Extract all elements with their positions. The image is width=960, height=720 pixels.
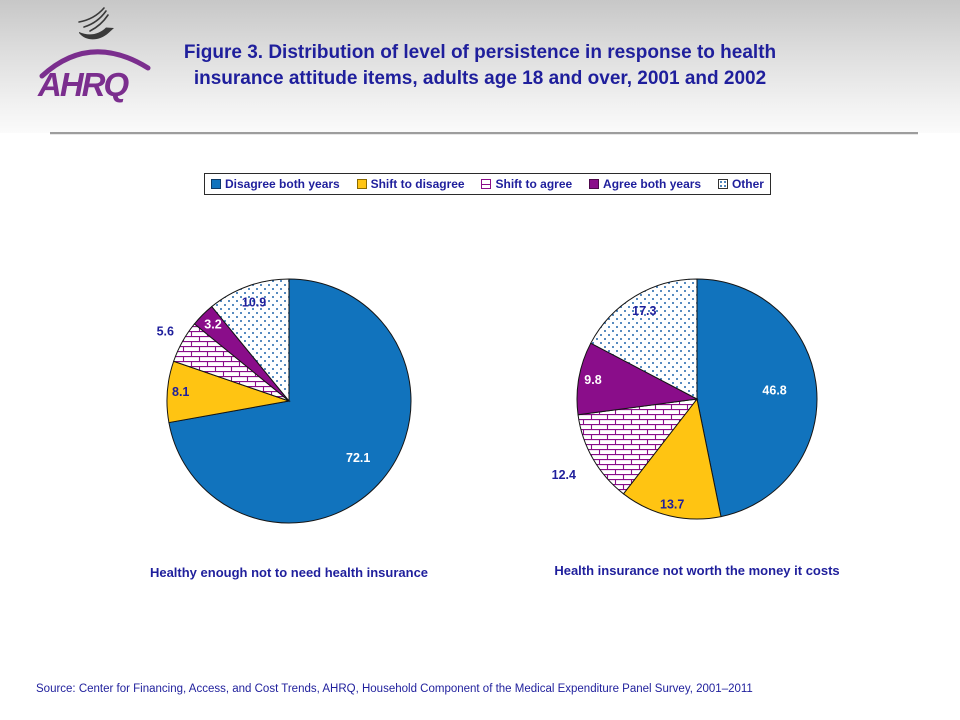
legend-swatch-purple <box>589 179 600 189</box>
pie-chart-healthy-enough: 72.1 8.1 5.6 3.2 10.9 <box>157 278 412 524</box>
source-note: Source: Center for Financing, Access, an… <box>36 683 753 695</box>
slice-value-label: 72.1 <box>346 451 370 465</box>
legend-item-agree-both-years: Agree both years <box>589 177 701 191</box>
ahrq-logo: AHRQ <box>36 4 166 114</box>
slice-value-label: 5.6 <box>157 324 174 338</box>
pie-slice <box>576 342 699 416</box>
pie-figure-healthy: 72.1 8.1 5.6 3.2 10.9 Healthy enough not to … <box>89 251 489 580</box>
header-divider <box>50 132 918 135</box>
ahrq-wordmark: AHRQ <box>37 49 151 103</box>
slice-value-label: 9.8 <box>584 373 601 387</box>
header-band: AHRQ Figure 3. Distribution of level of … <box>0 0 960 133</box>
slice-value-label: 3.2 <box>204 317 221 331</box>
slice-value-label: 17.3 <box>632 304 656 318</box>
legend-label: Other <box>731 177 764 191</box>
legend-swatch-dot-pattern <box>717 179 728 189</box>
legend-label: Shift to disagree <box>370 177 465 191</box>
legend-item-other: Other <box>717 177 764 191</box>
pie-chart-not-worth-money: 46.8 13.7 12.4 9.8 17.3 <box>552 278 818 520</box>
legend-swatch-blue <box>211 179 221 189</box>
slice-value-label: 10.9 <box>242 296 266 310</box>
slice-value-label: 8.1 <box>172 385 189 399</box>
pie-figure-not-worth: 46.8 13.7 12.4 9.8 17.3 Health insurance not… <box>497 249 897 578</box>
legend-item-shift-to-disagree: Shift to disagree <box>356 177 465 191</box>
pie-caption-healthy: Healthy enough not to need health insura… <box>149 565 429 580</box>
legend-swatch-yellow <box>356 179 367 189</box>
hhs-eagle-icon <box>78 7 114 40</box>
slice-value-label: 12.4 <box>552 468 576 482</box>
legend-label: Shift to agree <box>495 177 573 191</box>
chart-legend: Disagree both years Shift to disagree Sh… <box>204 173 771 195</box>
legend-label: Disagree both years <box>225 177 340 191</box>
legend-item-shift-to-agree: Shift to agree <box>481 177 572 191</box>
legend-item-disagree-both-years: Disagree both years <box>211 177 340 191</box>
legend-label: Agree both years <box>603 177 702 191</box>
legend-swatch-brick-pattern <box>481 179 492 189</box>
pie-slice <box>590 278 698 400</box>
pie-slice <box>696 278 818 518</box>
pie-slice <box>211 278 290 403</box>
pie-slice <box>622 397 722 520</box>
ahrq-logo-text: AHRQ <box>37 66 129 103</box>
pie-slice <box>577 398 699 495</box>
slice-value-label: 46.8 <box>762 383 786 397</box>
pie-caption-not-worth: Health insurance not worth the money it … <box>554 563 840 578</box>
figure-title: Figure 3. Distribution of level of persi… <box>183 42 777 89</box>
slice-value-label: 13.7 <box>660 498 684 512</box>
